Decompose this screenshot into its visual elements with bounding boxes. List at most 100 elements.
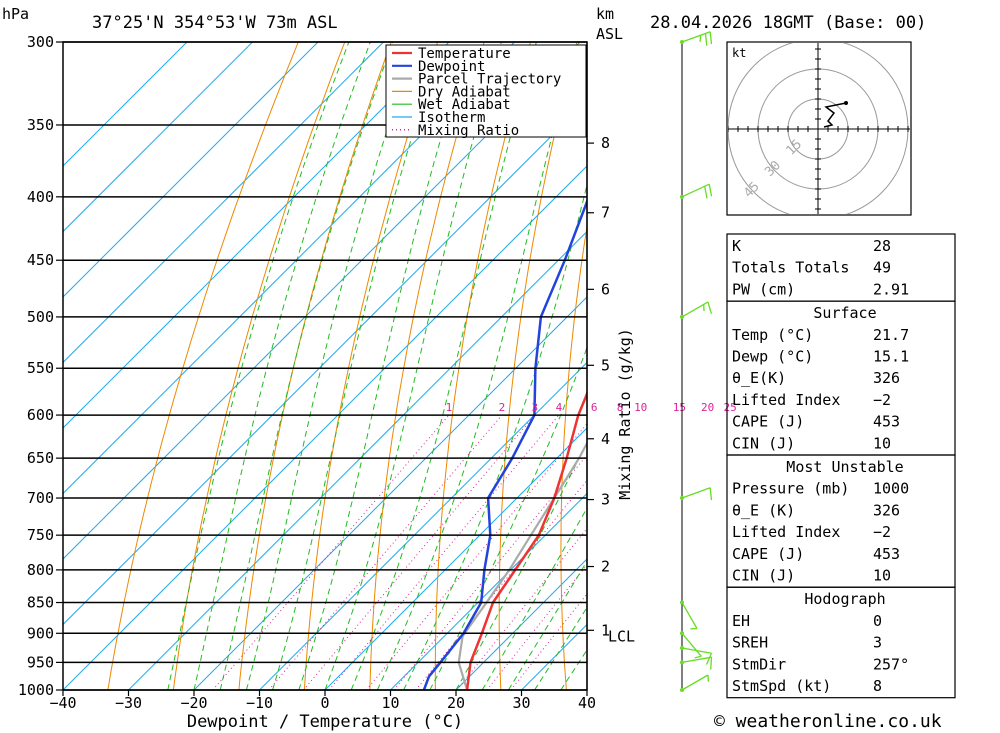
- index-value: 15.1: [873, 348, 909, 366]
- asl-label: ASL: [596, 25, 623, 43]
- pressure-tick-label: 950: [27, 653, 54, 671]
- index-label: Temp (°C): [732, 326, 813, 344]
- wind-barb-staff: [681, 674, 709, 691]
- dry-adiabat-line: [498, 42, 578, 690]
- temperature-profile: [465, 390, 587, 690]
- mixing-ratio-line: [268, 414, 503, 690]
- isotherm-line: [63, 42, 253, 233]
- x-axis-title: Dewpoint / Temperature (°C): [187, 712, 463, 732]
- isotherm-line: [63, 42, 581, 560]
- isotherm-line: [128, 230, 587, 690]
- wind-barb: [680, 600, 698, 630]
- pressure-tick-label: 1000: [18, 681, 54, 699]
- mixing-ratio-label: 3: [531, 401, 538, 414]
- isotherm-line: [259, 361, 587, 690]
- index-label: EH: [732, 612, 750, 630]
- index-value: 49: [873, 259, 891, 277]
- legend-item: Wet Adiabat: [418, 97, 511, 113]
- index-value: 453: [873, 545, 900, 563]
- temperature-tick-label: 30: [512, 694, 530, 712]
- pressure-tick-label: 400: [27, 188, 54, 206]
- wet-adiabat-line: [272, 42, 443, 690]
- mixing-ratio-label: 1: [446, 401, 453, 414]
- wet-adiabat-line: [219, 42, 394, 690]
- pressure-tick-label: 450: [27, 251, 54, 269]
- wet-adiabat-line: [350, 42, 537, 690]
- indices-table: K 28 Totals Totals 49 PW (cm) 2.91 SurfaceTemp…: [726, 233, 956, 699]
- km-label: km: [596, 5, 614, 23]
- mixing-ratio-line: [366, 422, 587, 690]
- wet-adiabat-line: [376, 42, 577, 690]
- wind-barb-staff: [681, 602, 698, 629]
- temperature-tick-label: −30: [115, 694, 142, 712]
- wind-barb-feather: [710, 657, 713, 670]
- mixing-ratio-axis-title: Mixing Ratio (g/kg): [616, 328, 634, 500]
- pressure-tick-label: 600: [27, 406, 54, 424]
- isotherm-line: [63, 165, 587, 690]
- index-label: CAPE (J): [732, 545, 804, 563]
- location-title: 37°25'N 354°53'W 73m ASL: [92, 13, 338, 33]
- plot-border: [62, 41, 588, 691]
- legend-box: [385, 44, 587, 138]
- index-label: Dewp (°C): [732, 348, 813, 366]
- index-value: 10: [873, 434, 891, 452]
- index-value: 2.91: [873, 280, 909, 298]
- lcl-label: LCL: [608, 627, 635, 645]
- index-value: 0: [873, 612, 882, 630]
- pressure-tick-label: 650: [27, 449, 54, 467]
- temperature-tick-label: −10: [246, 694, 273, 712]
- units-top-label: hPa: [2, 5, 29, 23]
- wind-barb: [680, 31, 713, 46]
- mixing-ratio-line: [212, 414, 450, 690]
- legend-item: Dry Adiabat: [418, 84, 511, 100]
- isotherm-line: [63, 42, 384, 364]
- wind-barb-feather: [708, 184, 713, 197]
- index-label: SREH: [732, 634, 768, 652]
- hodograph-trace-end: [844, 101, 848, 105]
- legend-item: Dewpoint: [418, 59, 485, 75]
- isotherm-line: [324, 427, 587, 690]
- wind-barb: [680, 487, 713, 501]
- pressure-tick-label: 900: [27, 624, 54, 642]
- pressure-tick-label: 700: [27, 489, 54, 507]
- isotherm-line: [63, 42, 188, 167]
- profiles: [422, 198, 587, 690]
- dry-adiabat-line: [679, 42, 717, 690]
- wind-barb-staff: [681, 656, 712, 664]
- km-tick-label: 5: [601, 356, 610, 374]
- index-label: StmDir: [732, 655, 786, 673]
- mixing-ratio-label: 6: [591, 401, 598, 414]
- index-value: 28: [873, 237, 891, 255]
- temperature-tick-label: 0: [320, 694, 329, 712]
- temperature-tick-label: 20: [447, 694, 465, 712]
- pressure-tick-label: 750: [27, 526, 54, 544]
- section-title: Surface: [813, 304, 876, 322]
- mixing-ratio-label: 15: [673, 401, 686, 414]
- wind-barb: [680, 656, 713, 670]
- wet-adiabat-line: [298, 42, 471, 690]
- pressure-tick-label: 350: [27, 116, 54, 134]
- index-value: 326: [873, 369, 900, 387]
- isotherm-line: [63, 42, 515, 495]
- dry-adiabat-line: [238, 42, 392, 690]
- index-value: 326: [873, 501, 900, 519]
- pressure-tick-label: 550: [27, 359, 54, 377]
- index-value: 8: [873, 677, 882, 695]
- wind-barb: [680, 646, 713, 665]
- index-value: 453: [873, 413, 900, 431]
- wind-barb-staff: [681, 487, 711, 499]
- wind-barb-feather: [704, 186, 708, 199]
- index-label: StmSpd (kt): [732, 677, 831, 695]
- legend-item: Temperature: [418, 46, 511, 62]
- wind-barb-feather: [699, 35, 702, 42]
- index-label: PW (cm): [732, 280, 795, 298]
- legend-item: Parcel Trajectory: [418, 72, 561, 88]
- temperature-tick-label: 40: [578, 694, 596, 712]
- axis-labels: Dewpoint / Temperature (°C): [187, 712, 463, 732]
- legend-item: Mixing Ratio: [418, 123, 519, 139]
- index-label: K: [732, 237, 741, 255]
